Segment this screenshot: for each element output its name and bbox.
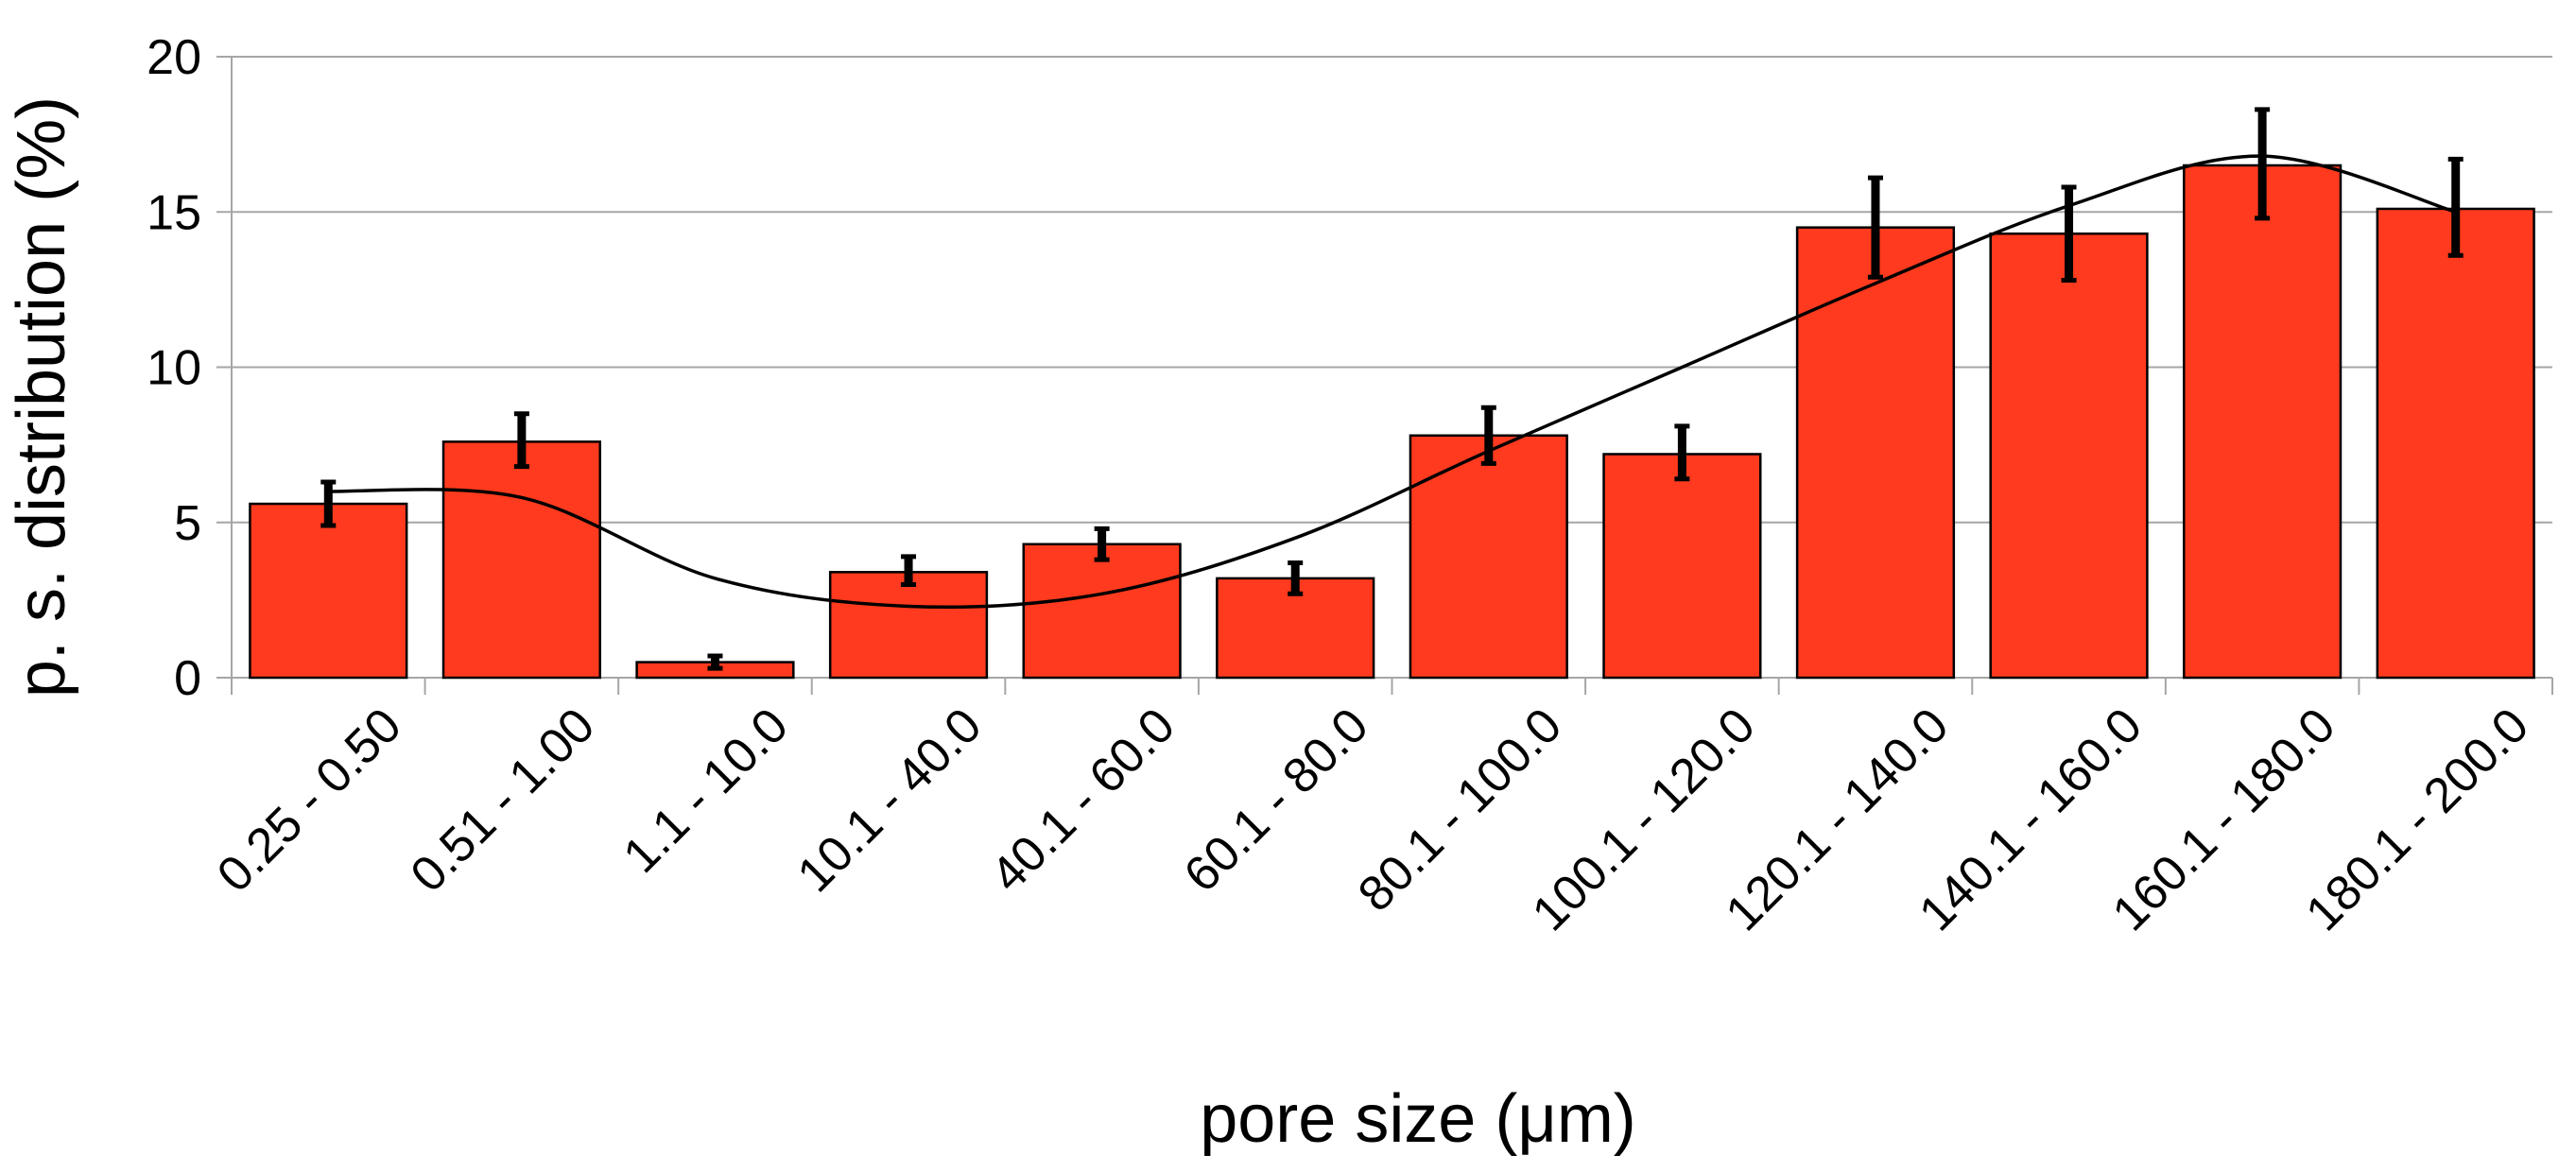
bar: [2376, 207, 2535, 680]
trend-line-layer: [328, 154, 2457, 610]
axes: [216, 56, 2553, 695]
x-tick-label: 0.25 - 0.50: [207, 698, 412, 903]
bar: [249, 502, 408, 680]
y-tick-label: 5: [174, 496, 201, 551]
bar: [1409, 434, 1568, 680]
bar-series: [249, 164, 2535, 680]
y-tick-label: 10: [147, 341, 201, 396]
bar: [441, 440, 601, 680]
y-tick-label: 0: [174, 651, 201, 706]
x-axis-title: pore size (μm): [1200, 1081, 1636, 1157]
bar: [1795, 226, 1956, 680]
bar: [1022, 543, 1182, 680]
bar: [1602, 453, 1762, 680]
y-tick-label: 15: [147, 185, 201, 240]
x-tick-label: 1.1 - 10.0: [614, 698, 799, 883]
error-bar-layer: [320, 107, 2464, 671]
grid-layer: [232, 56, 2552, 524]
bar: [1989, 232, 2149, 680]
x-tick-label: 40.1 - 60.0: [980, 698, 1185, 903]
y-tick-label: 20: [147, 30, 201, 85]
bar: [828, 571, 989, 680]
x-tick-label: 10.1 - 40.0: [787, 698, 993, 903]
x-tick-label: 0.51 - 1.00: [401, 698, 606, 903]
trend-line: [328, 154, 2457, 610]
bar: [2183, 164, 2343, 680]
x-tick-label: 60.1 - 80.0: [1174, 698, 1379, 903]
y-axis-title: p. s. distribution (%): [4, 96, 79, 698]
